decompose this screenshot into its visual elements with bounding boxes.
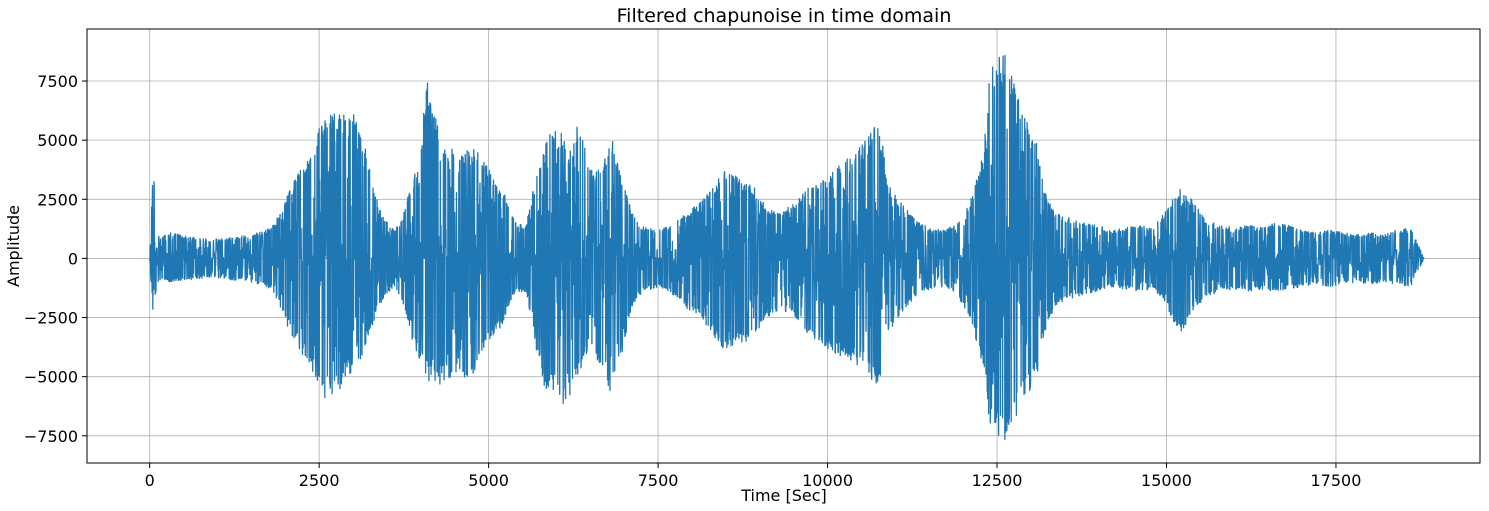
- x-axis-ticks: 0 2500 5000 7500 10000 12500 15000 17500: [145, 463, 1362, 490]
- grid: [87, 29, 1480, 463]
- x-axis-label: Time [Sec]: [740, 486, 827, 505]
- y-tick-label: 2500: [37, 190, 78, 209]
- y-axis-label: Amplitude: [4, 205, 23, 287]
- y-tick-label: 7500: [37, 72, 78, 91]
- chart-title: Filtered chapunoise in time domain: [617, 5, 952, 27]
- y-tick-label: −2500: [24, 309, 78, 328]
- y-tick-label: 0: [68, 249, 78, 268]
- x-tick-label: 0: [145, 471, 155, 490]
- x-tick-label: 17500: [1311, 471, 1362, 490]
- x-tick-label: 7500: [638, 471, 679, 490]
- x-tick-label: 5000: [468, 471, 509, 490]
- x-tick-label: 10000: [802, 471, 853, 490]
- plot-frame: [86, 28, 1481, 464]
- y-axis-ticks: −7500 −5000 −2500 0 2500 5000 7500: [24, 72, 87, 446]
- y-tick-label: −7500: [24, 427, 78, 446]
- x-tick-label: 15000: [1141, 471, 1192, 490]
- y-tick-label: −5000: [24, 368, 78, 387]
- plot-series: [149, 54, 1425, 441]
- x-tick-label: 2500: [299, 471, 340, 490]
- waveform-line: [149, 54, 1425, 441]
- y-tick-label: 5000: [37, 131, 78, 150]
- x-tick-label: 12500: [972, 471, 1023, 490]
